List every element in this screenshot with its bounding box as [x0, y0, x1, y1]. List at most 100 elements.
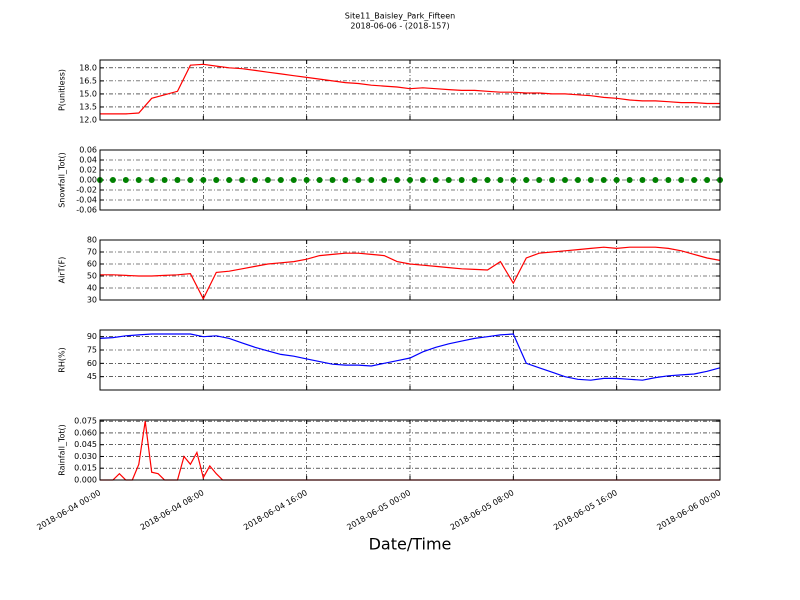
panel: 45 60 75 90 RH(%) [58, 329, 721, 391]
y-tick-label: 45 [87, 372, 97, 381]
y-axis-label: Snowfall_Tot() [58, 152, 67, 208]
data-point [704, 177, 711, 183]
figure-title: Site11_Baisley_Park_Fifteen [345, 12, 455, 21]
y-tick-label: -0.02 [76, 186, 97, 195]
plot-frame [99, 419, 721, 481]
data-point [613, 177, 620, 183]
panel: 0.000 0.015 0.030 0.045 0.060 0.075 Rainfall_T… [58, 417, 721, 485]
y-tick-label: 60 [87, 359, 97, 368]
y-tick-label: 13.5 [79, 102, 97, 111]
data-point [174, 177, 181, 183]
data-point [161, 177, 168, 183]
y-tick-label: 0.06 [79, 146, 97, 155]
data-point [497, 177, 504, 183]
y-tick-label: 0.075 [74, 417, 97, 426]
data-point [574, 177, 581, 183]
data-point [419, 177, 426, 183]
y-tick-label: 0.00 [79, 176, 97, 185]
plot-frame [99, 149, 721, 211]
data-point [252, 177, 258, 183]
data-point [458, 177, 465, 183]
panel: -0.06-0.04-0.020.000.020.040.06 Snowfall_… [58, 146, 723, 215]
plot-frame [99, 59, 721, 121]
y-tick-label: 0.015 [74, 464, 97, 473]
x-tick-label: 2018-06-05 08:00 [449, 488, 516, 532]
data-point [290, 177, 297, 183]
data-line [100, 63, 720, 115]
data-point [213, 177, 220, 183]
data-point [200, 177, 207, 183]
y-tick-label: 15.0 [79, 89, 97, 98]
x-tick-label: 2018-06-04 08:00 [139, 488, 206, 532]
y-tick-label: 70 [87, 248, 97, 257]
data-point [381, 177, 388, 183]
data-line [100, 246, 721, 301]
panel: 30 40 50 60 70 80 AirT(F) [58, 236, 721, 305]
data-point [691, 177, 698, 183]
data-point [549, 177, 556, 183]
data-point [600, 177, 607, 183]
y-tick-label: 80 [87, 236, 97, 245]
y-tick-label: 0.02 [79, 166, 97, 175]
data-point [303, 177, 310, 183]
data-point [342, 177, 349, 183]
data-line [99, 333, 721, 381]
y-tick-label: 30 [87, 296, 97, 305]
x-tick-label: 2018-06-04 16:00 [242, 488, 309, 532]
y-tick-label: 18.0 [79, 63, 97, 72]
plot-frame [99, 329, 721, 391]
y-tick-label: 16.5 [79, 76, 97, 85]
data-point [523, 177, 530, 183]
data-point [639, 177, 646, 183]
y-tick-label: 0.045 [74, 440, 97, 449]
plot-frame [99, 239, 721, 301]
data-point [135, 177, 142, 183]
data-point [562, 177, 568, 183]
y-axis-label: P(unitless) [58, 69, 67, 111]
y-tick-label: 0.060 [74, 428, 97, 437]
data-point [226, 177, 233, 183]
x-axis-label: Date/Time [369, 535, 452, 554]
data-point [432, 177, 439, 183]
y-tick-label: 0.030 [74, 452, 97, 461]
y-tick-label: 40 [87, 284, 97, 293]
x-tick-label: 2018-06-04 00:00 [35, 488, 102, 532]
data-point [394, 177, 401, 183]
y-axis-label: Rainfall_Tot() [58, 424, 67, 476]
y-tick-label: 75 [87, 346, 97, 355]
data-point [484, 177, 491, 183]
data-point [587, 177, 594, 183]
data-point [471, 177, 478, 183]
data-point [445, 177, 452, 183]
figure-subtitle: 2018-06-06 - (2018-157) [350, 22, 449, 31]
y-tick-label: 0.000 [74, 476, 97, 485]
data-point [264, 177, 271, 183]
data-point [626, 177, 633, 183]
data-point [329, 177, 336, 183]
y-axis-label: AirT(F) [58, 257, 67, 284]
data-point [109, 177, 116, 183]
data-point [148, 177, 155, 183]
data-point [187, 177, 194, 183]
data-point [510, 177, 517, 183]
y-tick-label: 0.04 [79, 156, 97, 165]
data-point [122, 177, 129, 183]
y-tick-label: 12.0 [79, 116, 97, 125]
data-point [665, 177, 672, 183]
y-tick-label: 90 [87, 332, 97, 341]
x-tick-label: 2018-06-05 16:00 [552, 488, 619, 532]
y-tick-label: 60 [87, 260, 97, 269]
x-tick-label: 2018-06-05 00:00 [345, 488, 412, 532]
data-point [536, 177, 543, 183]
data-point [368, 177, 375, 183]
panel: 12.0 13.5 15.0 16.5 18.0 P(unitless) [58, 59, 721, 125]
data-point [678, 177, 685, 183]
y-tick-label: 50 [87, 272, 97, 281]
data-point [277, 177, 284, 183]
data-point [355, 177, 362, 183]
y-axis-label: RH(%) [58, 347, 67, 372]
x-tick-label: 2018-06-06 00:00 [655, 488, 722, 532]
y-tick-label: -0.06 [76, 206, 97, 215]
data-point [407, 177, 413, 183]
